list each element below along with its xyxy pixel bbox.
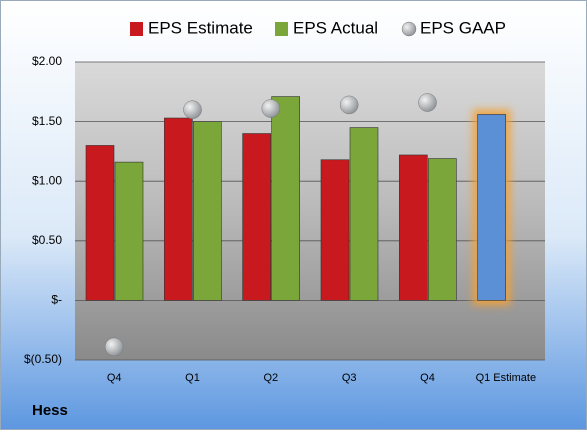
bar [271,96,300,301]
legend-label: EPS Estimate [148,18,253,37]
x-tick-label: Q1 [185,372,200,384]
gaap-marker [339,95,359,115]
bar [85,145,115,301]
y-tick-label: $- [51,293,62,307]
x-tick-label: Q2 [263,372,278,384]
bar [477,114,506,301]
bar [242,133,271,301]
x-tick-label: Q1 Estimate [476,372,537,384]
x-tick-label: Q3 [342,372,357,384]
legend-marker [401,21,417,37]
chart-title: Hess [32,402,68,419]
legend-label: EPS GAAP [420,18,506,37]
y-tick-label: $2.00 [32,54,62,68]
y-tick-label: $0.50 [32,233,62,247]
bar [193,121,222,301]
bar [428,158,457,301]
legend: EPS Estimate EPS Actual EPS GAAP [130,18,506,37]
y-tick-label: $1.50 [32,114,62,128]
bar [114,161,144,301]
bar [164,117,193,301]
bar [399,154,428,301]
y-tick-label: $(0.50) [24,352,62,366]
y-tick-label: $1.00 [32,173,62,187]
bar [349,127,379,301]
bar [320,159,350,301]
gaap-marker [183,100,202,119]
legend-label: EPS Actual [293,18,378,37]
x-tick-label: Q4 [420,372,435,384]
plot-area [75,62,545,360]
gaap-marker [261,99,281,118]
legend-marker [275,22,288,36]
gaap-marker [104,337,124,357]
gaap-marker [418,93,437,112]
x-tick-label: Q4 [107,372,122,384]
legend-marker [130,22,143,36]
